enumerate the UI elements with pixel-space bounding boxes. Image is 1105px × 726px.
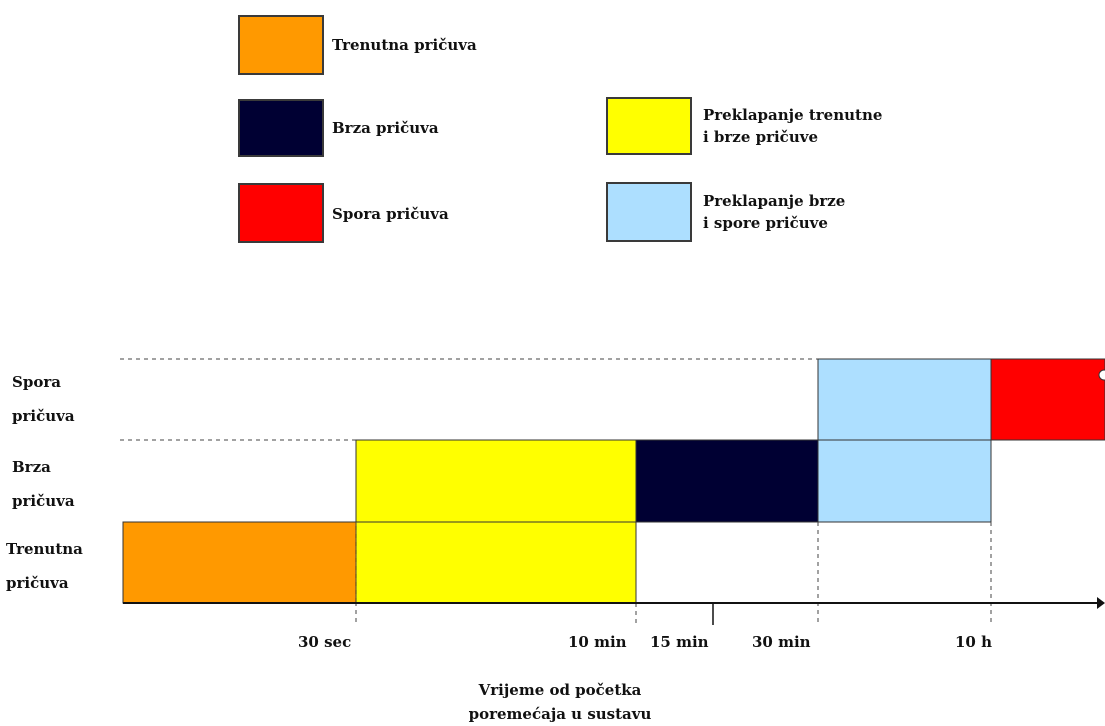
legend-swatch-overlap-brza-spora <box>606 182 692 242</box>
legend-swatch-trenutna <box>238 15 324 75</box>
legend-label-spora: Spora pričuva <box>332 205 449 223</box>
time-axis-caption: Vrijeme od početka poremećaja u sustavu <box>468 681 652 723</box>
bar-brza <box>635 439 819 523</box>
legend-swatch-overlap-trenutna-brza <box>606 97 692 155</box>
row-label-brza: Brza pričuva <box>12 458 75 510</box>
tick-label-30sec: 30 sec <box>298 633 352 651</box>
bar-overlap-brza-spora-upper <box>817 358 992 441</box>
bar-overlap-brza <box>355 439 637 523</box>
time-axis-arrowhead <box>1097 597 1105 609</box>
tick-label-30min: 30 min <box>752 633 811 651</box>
row-label-trenutna: Trenutna pričuva <box>6 540 83 592</box>
bar-overlap-brza-spora-lower <box>817 439 992 523</box>
legend-swatch-brza <box>238 99 324 157</box>
tick-label-15min: 15 min <box>650 633 709 651</box>
row-label-spora: Spora pričuva <box>12 373 75 425</box>
legend-label-brza: Brza pričuva <box>332 119 439 137</box>
legend-swatch-spora <box>238 183 324 243</box>
bar-spora-edge-marker <box>1098 369 1105 381</box>
bar-trenutna <box>122 521 357 604</box>
tick-label-10min: 10 min <box>568 633 627 651</box>
tick-label-10h: 10 h <box>955 633 993 651</box>
bar-spora <box>990 358 1105 441</box>
bar-overlap-trenutna <box>355 521 637 604</box>
legend-label-overlap-trenutna-brza: Preklapanje trenutne i brze pričuve <box>703 106 883 146</box>
legend-label-trenutna: Trenutna pričuva <box>332 36 477 54</box>
legend-label-overlap-brza-spora: Preklapanje brze i spore pričuve <box>703 192 846 232</box>
